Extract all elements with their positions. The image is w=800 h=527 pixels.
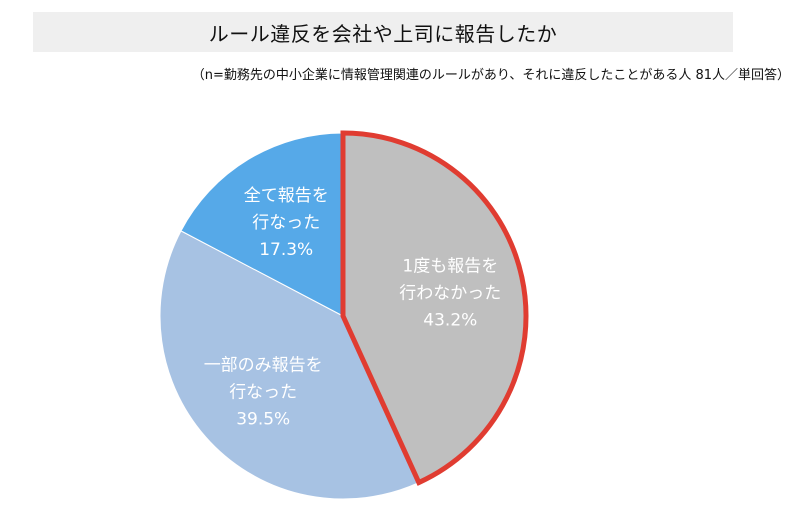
chart-subtitle: （n=勤務先の中小企業に情報管理関連のルールがあり、それに違反したことがある人 … (191, 68, 790, 83)
pie-slice-1-highlight-outline (340, 130, 529, 486)
pie-slice-3 (180, 132, 344, 317)
pie-slice-3-name-line: 全て報告を (244, 186, 329, 206)
chart-title: ルール違反を会社や上司に報告したか (208, 21, 558, 46)
pie-slice-2-name-line: 行なった (229, 382, 297, 402)
pie-slice-2 (159, 230, 420, 500)
pie-slice-2-label: 一部のみ報告を行なった 39.5% (204, 355, 323, 429)
pie-slice-1-value: 43.2% (423, 311, 477, 331)
pie-slice-1-label: 1度も報告を行わなかった 43.2% (399, 257, 501, 331)
pie-slice-3-label: 全て報告を行なった 17.3% (244, 186, 329, 260)
pie-slice-2-value: 39.5% (236, 409, 290, 429)
pie-slice-3-name-line: 行なった (252, 213, 320, 233)
chart-title-bar: ルール違反を会社や上司に報告したか (33, 12, 733, 52)
pie-slice-1-name-line: 行わなかった (399, 284, 501, 304)
pie-slice-2-name-line: 一部のみ報告を (204, 355, 323, 375)
pie-slice-3-value: 17.3% (259, 240, 313, 260)
pie-slice-1-name-line: 1度も報告を (402, 257, 498, 277)
